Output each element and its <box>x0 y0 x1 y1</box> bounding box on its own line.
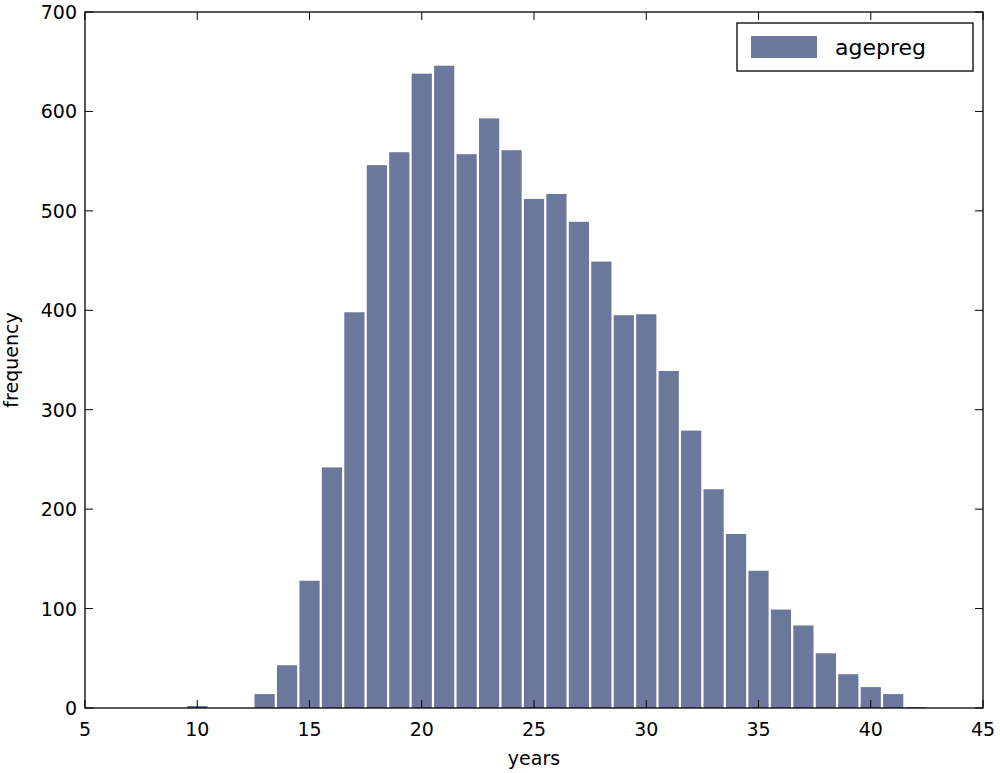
x-tick-top <box>758 12 759 20</box>
legend: agepreg <box>737 23 973 71</box>
bar <box>367 165 387 708</box>
x-tick-label: 10 <box>185 718 209 740</box>
bar <box>434 66 454 708</box>
bar <box>479 118 499 708</box>
x-tick <box>421 700 422 708</box>
bar <box>412 74 432 708</box>
bar <box>591 262 611 708</box>
bar <box>457 154 477 708</box>
y-tick-right <box>975 708 983 709</box>
x-tick-label: 5 <box>79 718 91 740</box>
legend-swatch <box>751 36 817 58</box>
y-axis-label: frequency <box>0 312 22 407</box>
bar <box>703 489 723 708</box>
y-tick <box>85 310 93 311</box>
x-tick <box>309 700 310 708</box>
bar <box>748 571 768 708</box>
x-tick-label: 30 <box>634 718 658 740</box>
x-tick-label: 15 <box>297 718 321 740</box>
x-tick-label: 25 <box>522 718 546 740</box>
chart-svg: 5 10 15 20 25 30 35 40 45 0 100 200 300 400 500 600 700 y… <box>0 0 1000 773</box>
y-tick-right <box>975 409 983 410</box>
x-tick-top <box>309 12 310 20</box>
plot-background <box>85 12 983 708</box>
bar <box>636 314 656 708</box>
x-tick-top <box>85 12 86 20</box>
x-tick <box>85 700 86 708</box>
bar <box>501 150 521 708</box>
bar <box>277 665 297 708</box>
y-tick <box>85 409 93 410</box>
bar <box>299 581 319 708</box>
x-tick <box>197 700 198 708</box>
y-tick-label: 0 <box>65 697 77 719</box>
y-tick-right <box>975 111 983 112</box>
bar <box>389 152 409 708</box>
x-axis-label: years <box>508 747 560 769</box>
bar <box>726 534 746 708</box>
y-tick-right <box>975 210 983 211</box>
y-tick-label: 200 <box>41 498 77 520</box>
bar <box>793 625 813 708</box>
y-tick-label: 300 <box>41 399 77 421</box>
x-tick <box>758 700 759 708</box>
y-tick-right <box>975 310 983 311</box>
y-tick-right <box>975 509 983 510</box>
bar <box>322 467 342 708</box>
x-tick-top <box>534 12 535 20</box>
bar <box>861 687 881 708</box>
x-tick-label: 40 <box>859 718 883 740</box>
x-tick-top <box>870 12 871 20</box>
y-tick-label: 400 <box>41 299 77 321</box>
legend-box <box>737 23 973 71</box>
bar <box>569 222 589 708</box>
x-tick <box>646 700 647 708</box>
bar <box>659 371 679 708</box>
x-tick-top <box>421 12 422 20</box>
x-tick-label: 45 <box>971 718 995 740</box>
x-tick-label: 35 <box>746 718 770 740</box>
x-tick-label: 20 <box>410 718 434 740</box>
y-tick-label: 600 <box>41 100 77 122</box>
bars <box>187 66 926 708</box>
y-tick <box>85 12 93 13</box>
bar <box>771 610 791 708</box>
chart: 5 10 15 20 25 30 35 40 45 0 100 200 300 400 500 600 700 y… <box>0 0 1000 773</box>
y-tick-label: 500 <box>41 200 77 222</box>
legend-label: agepreg <box>835 35 926 60</box>
bar <box>546 194 566 708</box>
y-tick <box>85 509 93 510</box>
x-tick-top <box>197 12 198 20</box>
y-tick <box>85 111 93 112</box>
bar <box>883 694 903 708</box>
y-tick <box>85 608 93 609</box>
y-tick-right <box>975 12 983 13</box>
bar <box>838 674 858 708</box>
y-tick-right <box>975 608 983 609</box>
x-tick <box>534 700 535 708</box>
bar <box>254 694 274 708</box>
plot-frame <box>85 12 983 708</box>
y-tick-label: 100 <box>41 598 77 620</box>
x-tick-top <box>983 12 984 20</box>
x-tick-top <box>646 12 647 20</box>
x-tick <box>983 700 984 708</box>
bar <box>344 312 364 708</box>
bar <box>524 199 544 708</box>
x-tick <box>870 700 871 708</box>
bar <box>816 653 836 708</box>
y-tick <box>85 210 93 211</box>
bar <box>681 431 701 708</box>
y-tick <box>85 708 93 709</box>
bar <box>614 315 634 708</box>
y-tick-label: 700 <box>41 1 77 23</box>
